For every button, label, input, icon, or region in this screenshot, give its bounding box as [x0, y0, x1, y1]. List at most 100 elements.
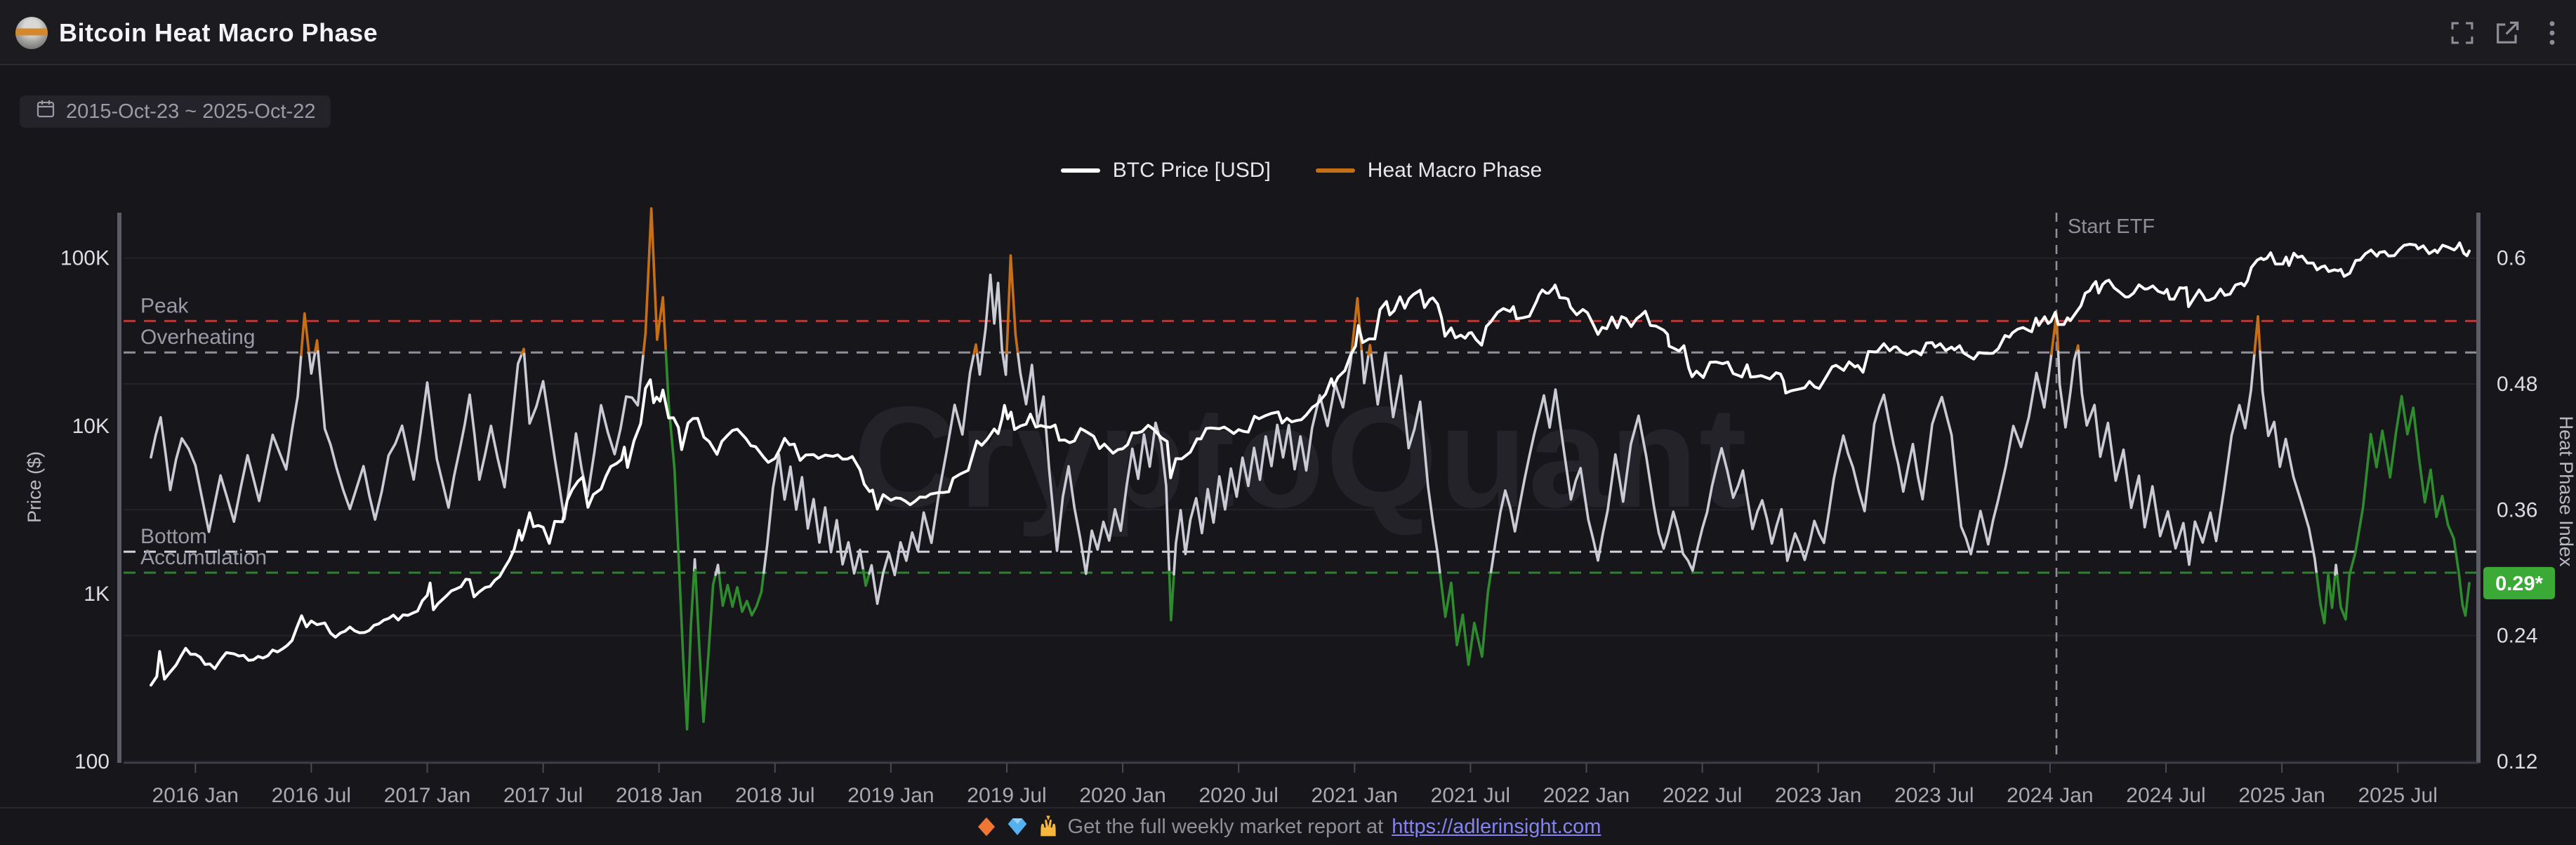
legend-swatch-btc-price	[1060, 168, 1100, 173]
heat-macro-phase-line	[2253, 315, 2261, 355]
heat-macro-phase-line	[2077, 350, 2256, 566]
heat-axis-title: Heat Phase Index	[2556, 416, 2576, 567]
heat-macro-phase-line	[861, 568, 871, 587]
chart-title: Bitcoin Heat Macro Phase	[59, 18, 378, 47]
threshold-label-peak: Peak	[140, 294, 189, 317]
legend-swatch-heat-macro-phase	[1315, 168, 1355, 173]
heat-macro-phase-line	[1439, 571, 1493, 666]
gem-icon	[1006, 816, 1029, 838]
x-tick-label: 2023 Jan	[1775, 784, 1861, 807]
heat-macro-phase-line	[2334, 564, 2339, 577]
x-tick-label: 2021 Jul	[1431, 784, 1510, 807]
heat-macro-phase-line	[150, 353, 303, 533]
heat-macro-phase-line	[1168, 571, 1175, 622]
price-axis-title: Price ($)	[24, 451, 45, 523]
heat-macro-phase-line	[2075, 344, 2080, 352]
heat-tick-label: 0.24	[2497, 625, 2537, 648]
heat-macro-phase-line	[1005, 254, 1019, 355]
footer-text: Get the full weekly market report at	[1067, 815, 1384, 838]
date-range-value: 2015-Oct-23 ~ 2025-Oct-22	[66, 100, 316, 123]
current-value-badge	[2483, 566, 2555, 599]
threshold-label-overheating: Overheating	[140, 326, 255, 349]
heat-macro-phase-line	[2056, 349, 2078, 429]
heat-macro-phase-line	[2259, 350, 2318, 575]
x-tick-label: 2024 Jul	[2126, 784, 2205, 807]
x-tick-label: 2019 Jul	[967, 784, 1046, 807]
x-tick-label: 2016 Jul	[272, 784, 351, 807]
report-footer: Get the full weekly market report at htt…	[0, 807, 2576, 845]
legend-label: Heat Macro Phase	[1367, 159, 1543, 182]
heat-macro-phase-line	[1367, 343, 1373, 357]
x-tick-label: 2022 Jan	[1543, 784, 1630, 807]
price-tick-label: 100	[74, 750, 110, 773]
heat-tick-label: 0.36	[2497, 498, 2537, 521]
x-tick-label: 2023 Jul	[1894, 784, 1974, 807]
legend: BTC Price [USD] Heat Macro Phase	[124, 159, 2479, 182]
heat-macro-phase-line	[692, 558, 697, 572]
heat-macro-phase-line	[1370, 351, 1442, 576]
heat-macro-phase-line	[2336, 568, 2352, 621]
heat-macro-phase-line	[1360, 350, 1370, 385]
heat-macro-phase-line	[762, 453, 865, 575]
heat-macro-phase-line	[308, 350, 317, 375]
x-tick-label: 2021 Jan	[1312, 784, 1398, 807]
heat-macro-phase-line	[714, 564, 721, 577]
heat-macro-phase-line	[1017, 352, 1171, 575]
heat-macro-phase-line	[976, 350, 984, 376]
price-tick-label: 10K	[72, 415, 110, 438]
x-tick-label: 2022 Jul	[1663, 784, 1742, 807]
author-avatar	[15, 17, 48, 49]
heat-macro-phase-line	[981, 273, 1008, 376]
heat-macro-phase-line	[1489, 352, 2053, 573]
heat-macro-phase-line	[317, 350, 524, 521]
start-etf-label: Start ETF	[2068, 215, 2155, 238]
x-tick-label: 2025 Jan	[2238, 784, 2325, 807]
x-tick-label: 2018 Jan	[616, 784, 702, 807]
date-range-chip[interactable]: 2015-Oct-23 ~ 2025-Oct-22	[20, 95, 331, 128]
current-value-text: 0.29*	[2495, 573, 2543, 595]
price-tick-label: 1K	[84, 583, 110, 606]
heat-macro-phase-line	[871, 352, 975, 605]
heat-macro-phase-line	[642, 207, 668, 356]
right-axis-bar	[2476, 213, 2481, 763]
heat-macro-phase-line	[972, 343, 979, 356]
heat-macro-phase-line	[2315, 573, 2337, 625]
heat-macro-phase-line	[664, 350, 696, 731]
x-tick-label: 2025 Jul	[2358, 784, 2437, 807]
open-external-icon[interactable]	[2493, 19, 2521, 47]
x-tick-label: 2019 Jan	[847, 784, 934, 807]
threshold-label-accumulation: Accumulation	[140, 546, 267, 569]
x-tick-label: 2017 Jan	[384, 784, 470, 807]
legend-label: BTC Price [USD]	[1112, 159, 1271, 182]
heat-macro-phase-line	[314, 339, 319, 353]
legend-item-btc-price[interactable]: BTC Price [USD]	[1060, 159, 1271, 182]
btc-price-line	[150, 241, 2471, 687]
fullscreen-icon[interactable]	[2448, 19, 2476, 47]
x-tick-label: 2020 Jul	[1198, 784, 1278, 807]
heat-tick-label: 0.12	[2497, 750, 2537, 773]
legend-item-heat-macro-phase[interactable]: Heat Macro Phase	[1315, 159, 1543, 182]
threshold-label-bottom: Bottom	[140, 525, 207, 548]
heat-macro-phase-line	[2349, 394, 2471, 617]
heat-tick-label: 0.48	[2497, 373, 2537, 396]
watermark: CryptoQuant	[854, 377, 1749, 538]
heat-macro-phase-line	[300, 312, 310, 357]
heat-macro-phase-line	[520, 347, 526, 356]
price-tick-label: 100K	[60, 247, 110, 270]
calendar-icon	[35, 98, 56, 125]
x-tick-label: 2017 Jul	[503, 784, 583, 807]
left-axis-bar	[117, 213, 121, 763]
heat-tick-label: 0.6	[2497, 247, 2526, 270]
heat-macro-phase-line	[694, 568, 717, 724]
x-tick-label: 2016 Jan	[152, 784, 239, 807]
heat-macro-phase-line	[522, 352, 645, 521]
title-bar-actions	[2448, 0, 2566, 65]
more-options-icon[interactable]	[2538, 19, 2566, 47]
orange-diamond-icon	[975, 816, 998, 838]
report-link[interactable]: https://adlerinsight.com	[1392, 815, 1601, 838]
raised-hands-icon	[1037, 816, 1059, 838]
heat-macro-phase-line	[868, 564, 875, 576]
heat-macro-phase-line	[718, 571, 765, 617]
x-tick-label: 2024 Jan	[2007, 784, 2093, 807]
